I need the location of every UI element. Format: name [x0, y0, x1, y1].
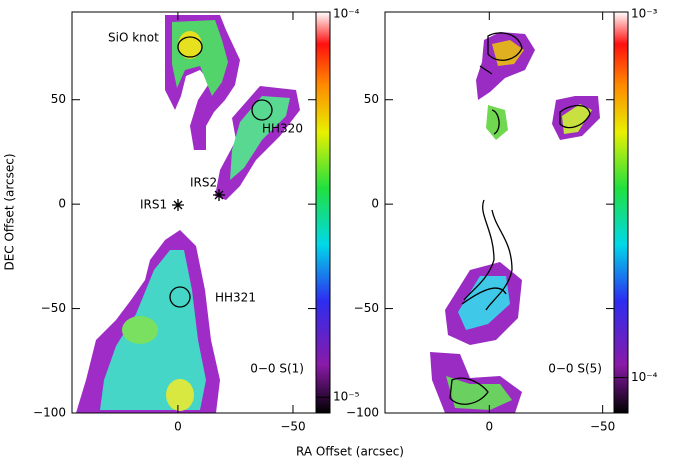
colorbar	[315, 11, 331, 414]
colorbar-tick-label: 10⁻⁴	[631, 370, 658, 384]
annotation: IRS2	[190, 176, 217, 190]
annotation: HH321	[215, 291, 256, 305]
y-tick-label: −50	[354, 301, 379, 315]
y-tick-label: −50	[41, 301, 66, 315]
x-tick-label: 0	[485, 420, 493, 434]
colorbar-tick-label: 10⁻⁴	[333, 7, 360, 21]
y-tick-label: 0	[58, 197, 66, 211]
y-axis-label: DEC Offset (arcsec)	[3, 153, 17, 270]
x-axis-label: RA Offset (arcsec)	[296, 445, 404, 459]
x-tick-label: −50	[280, 420, 305, 434]
x-tick-label: 0	[174, 420, 182, 434]
annotation: IRS1	[140, 198, 167, 212]
colorbar-tick-label: 10⁻⁵	[333, 390, 360, 404]
y-tick-label: −100	[346, 406, 379, 420]
colorbar	[613, 11, 629, 414]
panel-label: 0−0 S(5)	[548, 362, 602, 376]
y-tick-label: −100	[33, 406, 66, 420]
panel-label: 0−0 S(1)	[250, 362, 304, 376]
annotation: SiO knot	[108, 31, 159, 45]
colorbar-tick-label: 10⁻³	[631, 7, 658, 21]
x-tick-label: −50	[590, 420, 615, 434]
intensity-map	[430, 32, 600, 413]
intensity-map	[76, 15, 300, 413]
y-tick-label: 50	[51, 92, 66, 106]
y-tick-label: 50	[364, 92, 379, 106]
annotation: HH320	[262, 122, 303, 136]
y-tick-label: 0	[371, 197, 379, 211]
